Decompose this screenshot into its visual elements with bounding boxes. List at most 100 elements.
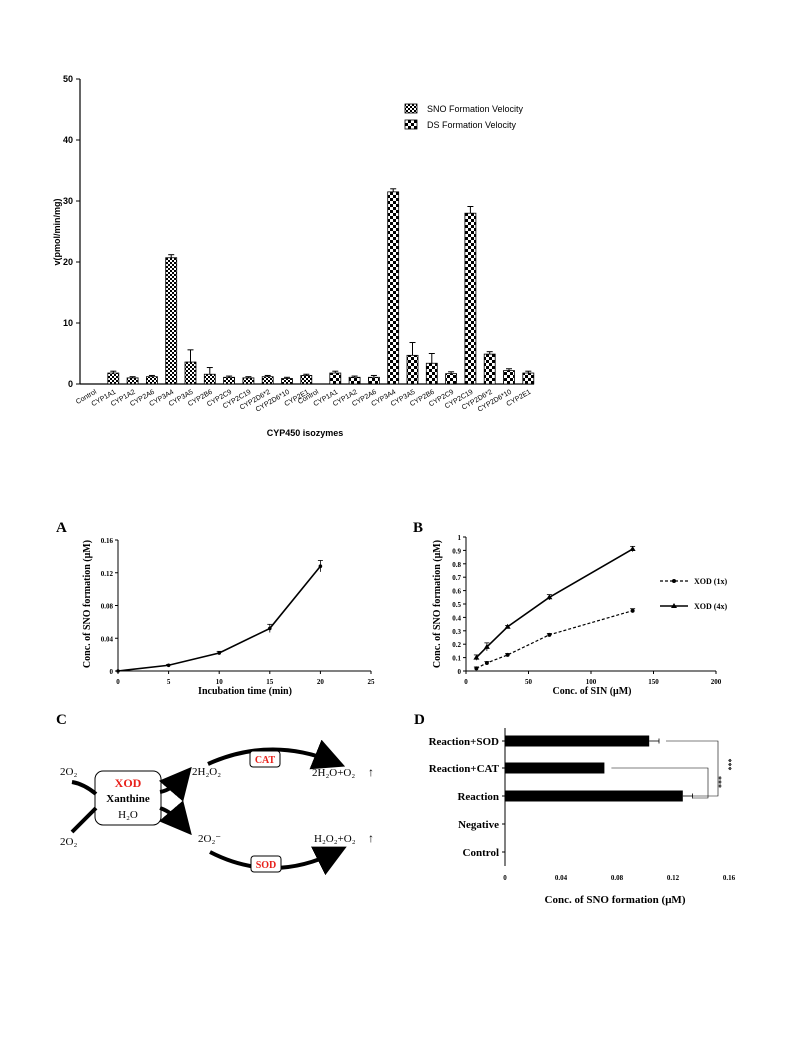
panel-a-point bbox=[268, 626, 272, 631]
panel-d-bar bbox=[505, 790, 683, 802]
panel-b-y-tick-label: 0.7 bbox=[452, 574, 461, 582]
panel-c-diagram: C 2O₂ 2O₂ XOD Xanthine H₂O 2H₂O₂ 2O₂⁻ CA… bbox=[56, 712, 374, 876]
panel-d-xlabel: Conc. of SNO formation (μM) bbox=[545, 894, 686, 906]
top-y-tick-label: 0 bbox=[68, 379, 73, 389]
top-bar bbox=[367, 376, 380, 385]
reactant-o2-top: 2O₂ bbox=[60, 766, 77, 778]
legend-marker-xod-1x bbox=[672, 579, 676, 583]
top-bar bbox=[387, 191, 400, 385]
panel-a-marks bbox=[116, 560, 323, 673]
panel-b-axes: 0 50 100 150 200 0 0.1 0.2 0.3 0.4 0.5 0.6 0.7 0.8 0.9… bbox=[452, 534, 722, 686]
panel-b-point bbox=[483, 643, 490, 649]
legend-marker-xod-4x bbox=[671, 603, 677, 608]
panel-a-x-tick-label: 5 bbox=[167, 678, 171, 686]
top-bar bbox=[223, 376, 236, 385]
isozyme-bar-chart: 0 10 20 30 40 50 ControlCYP1A1CYP1A2CYP2A6CYP… bbox=[52, 74, 535, 438]
top-bar bbox=[329, 372, 342, 385]
panel-b-point bbox=[547, 632, 552, 637]
panel-a-y-tick-label: 0.04 bbox=[101, 635, 114, 643]
top-bar bbox=[425, 362, 438, 385]
panel-d-category-label: Control bbox=[463, 847, 499, 859]
panel-a-x-tick-label: 15 bbox=[266, 678, 274, 686]
legend-label-xod-4x: XOD (4x) bbox=[694, 602, 727, 611]
panel-b-point bbox=[484, 660, 489, 665]
panel-b-point bbox=[504, 623, 511, 629]
top-bar bbox=[406, 354, 419, 385]
panel-d-category-label: Reaction+SOD bbox=[429, 736, 499, 748]
arrow-o2-top-in bbox=[71, 780, 98, 796]
panel-b-series-line bbox=[475, 548, 634, 659]
panel-a-y-tick-label: 0.08 bbox=[101, 603, 114, 611]
top-y-tick-label: 40 bbox=[63, 135, 73, 145]
top-bar bbox=[522, 372, 535, 385]
result-up-arrow-top: ↑ bbox=[368, 765, 374, 779]
panel-b-y-tick-label: 0.9 bbox=[452, 547, 461, 555]
panel-a-point bbox=[116, 669, 120, 673]
top-bar bbox=[165, 257, 178, 385]
legend-swatch-ds bbox=[404, 119, 418, 130]
cat-label: CAT bbox=[255, 755, 276, 766]
top-bar bbox=[503, 370, 515, 385]
top-y-tick-label: 50 bbox=[63, 74, 73, 84]
top-bar bbox=[281, 378, 293, 385]
panel-a-point bbox=[166, 663, 171, 668]
arrow-to-superoxide bbox=[158, 800, 192, 836]
top-bar bbox=[348, 376, 361, 385]
panel-d-bracket-sod bbox=[666, 740, 719, 797]
panel-d-category-label: Reaction+CAT bbox=[429, 763, 500, 775]
panel-d-bracket-cat bbox=[611, 767, 709, 799]
legend-label-ds: DS Formation Velocity bbox=[427, 120, 517, 130]
panel-a-line-chart: A 0 5 10 15 20 25 0 0.04 0.08 0.12 0.16 Incubation… bbox=[56, 520, 375, 697]
panel-d-bar-chart: D 0 0.04 0.08 0.12 0.16 Reaction+SOD Reaction+… bbox=[414, 712, 736, 906]
panel-b-x-tick-label: 200 bbox=[711, 678, 722, 686]
panel-b-y-tick-label: 1 bbox=[458, 534, 462, 542]
panel-a-xlabel: Incubation time (min) bbox=[198, 686, 292, 697]
panel-b-point bbox=[629, 546, 636, 552]
panel-b-y-tick-label: 0.1 bbox=[452, 655, 461, 663]
reactant-o2-bottom: 2O₂ bbox=[60, 836, 77, 848]
top-bar bbox=[464, 212, 477, 385]
top-chart-legend: SNO Formation Velocity DS Formation Velo… bbox=[404, 103, 524, 130]
panel-b-y-tick-label: 0.6 bbox=[452, 588, 461, 596]
arrow-to-h2o2 bbox=[158, 766, 192, 802]
panel-d-label: D bbox=[414, 712, 425, 728]
panel-a-label: A bbox=[56, 520, 67, 536]
panel-a-y-tick-label: 0 bbox=[110, 668, 114, 676]
panel-b-line-chart: B 0 50 100 150 20000.10.20.30.40.50.60.70.80… bbox=[413, 520, 727, 697]
panel-d-bar bbox=[505, 735, 650, 747]
result-up-arrow-bottom: ↑ bbox=[368, 831, 374, 845]
panel-d-significance-cat: *** bbox=[714, 776, 723, 788]
panel-d-marks: ****** bbox=[505, 735, 733, 802]
enzyme-xanthine-label: Xanthine bbox=[106, 793, 150, 805]
arrow-o2-bottom-in bbox=[70, 806, 98, 834]
top-bar bbox=[203, 373, 216, 385]
panel-a-y-tick-label: 0.12 bbox=[101, 570, 114, 578]
panel-b-label: B bbox=[413, 520, 423, 536]
legend-label-sno: SNO Formation Velocity bbox=[427, 104, 524, 114]
top-bar bbox=[261, 376, 274, 385]
top-bar bbox=[445, 373, 458, 385]
panel-d-x-tick-label: 0.16 bbox=[723, 874, 736, 882]
top-bar bbox=[483, 353, 496, 385]
cat-arc bbox=[207, 739, 346, 770]
panel-a-series-line bbox=[117, 565, 322, 672]
top-chart-ylabel: v(pmol/min/mg) bbox=[52, 198, 62, 265]
panel-d-x-tick-label: 0.04 bbox=[555, 874, 568, 882]
panel-b-series-line bbox=[476, 610, 633, 669]
panel-b-point bbox=[630, 608, 635, 613]
top-chart-bars: ControlCYP1A1CYP1A2CYP2A6CYP3A4CYP3A5CYP… bbox=[75, 188, 535, 414]
panel-a-x-tick-label: 0 bbox=[116, 678, 120, 686]
panel-c-label: C bbox=[56, 712, 67, 728]
panel-d-significance-sod: *** bbox=[724, 759, 733, 771]
sod-label: SOD bbox=[256, 860, 277, 871]
panel-a-point bbox=[318, 564, 323, 568]
top-bar bbox=[184, 361, 197, 385]
top-y-tick-label: 20 bbox=[63, 257, 73, 267]
panel-a-x-tick-label: 25 bbox=[368, 678, 376, 686]
sod-box bbox=[250, 855, 282, 873]
panel-d-category-label: Negative bbox=[458, 819, 499, 831]
panel-b-y-tick-label: 0 bbox=[458, 668, 462, 676]
top-bar bbox=[145, 376, 158, 385]
product-h2o2: 2H₂O₂ bbox=[192, 766, 221, 778]
